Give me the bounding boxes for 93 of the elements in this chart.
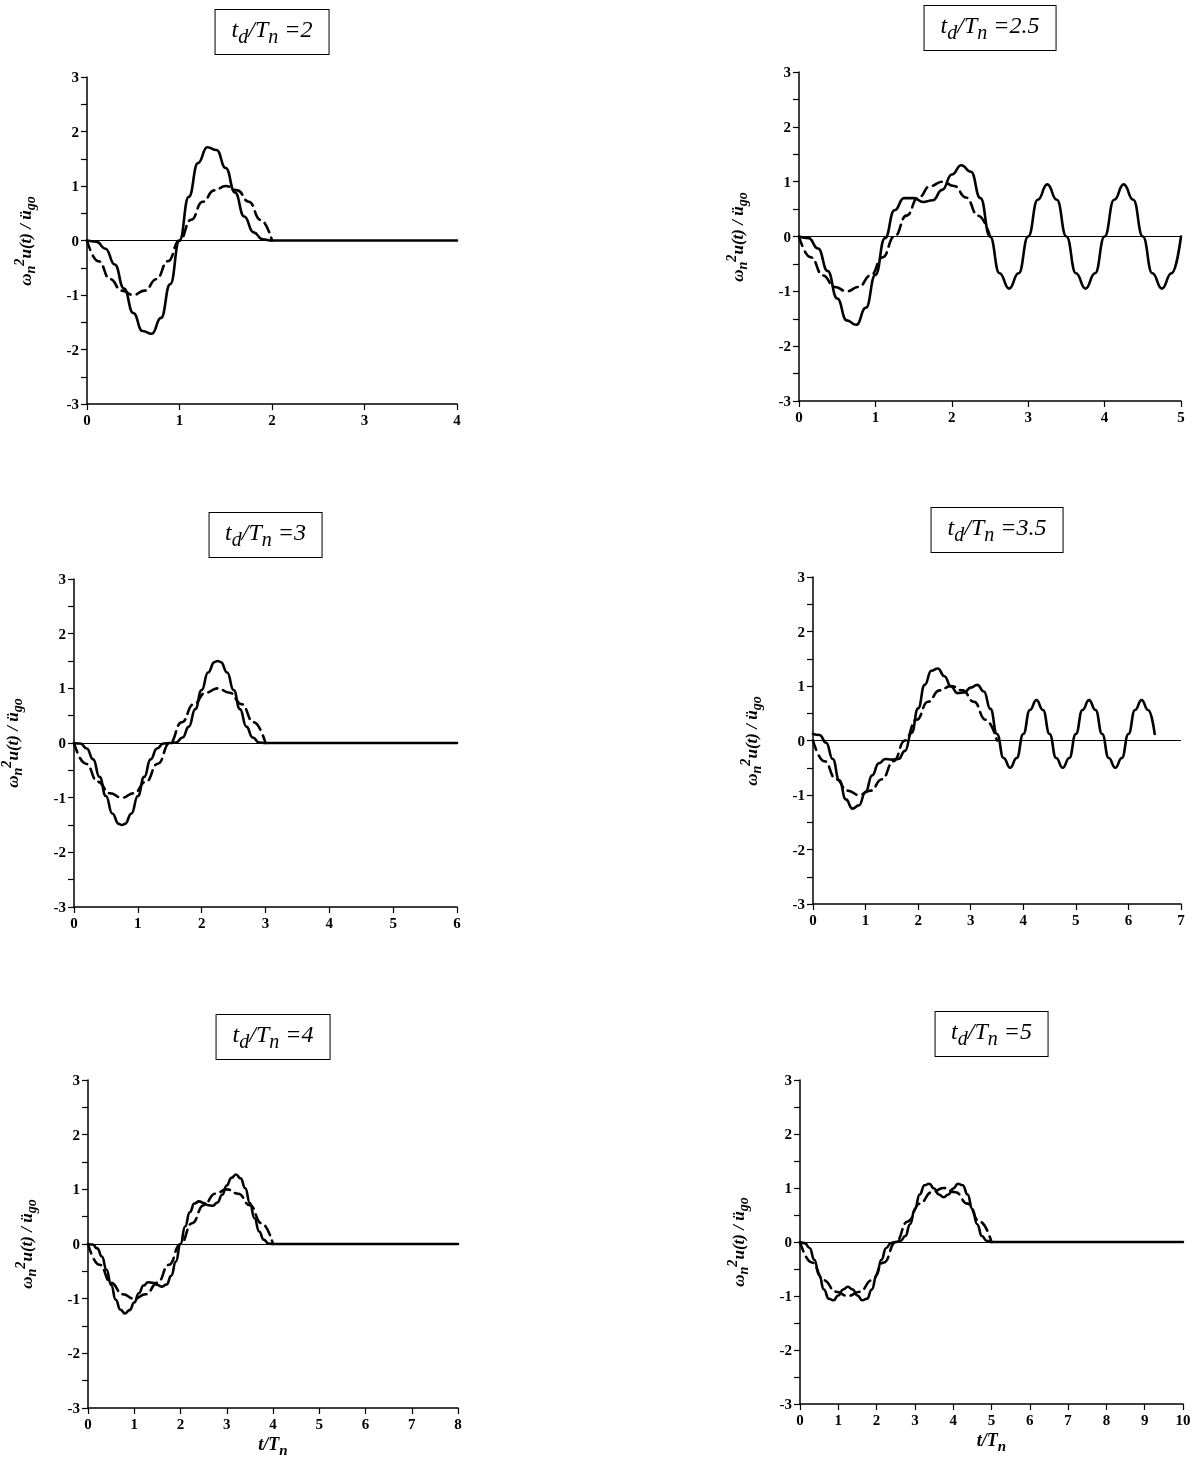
y-tick-label: -3 <box>66 396 79 412</box>
x-tick-label: 4 <box>453 411 462 428</box>
y-tick-label: 2 <box>72 1126 80 1143</box>
chart-title: t$_{d}$/T$_{n}$ =2 <box>214 9 330 55</box>
y-tick-label: 1 <box>783 173 791 190</box>
x-tick-label: 2 <box>948 408 956 425</box>
x-axis-title: t/T$_{n}$ <box>258 1434 288 1459</box>
chart-title: t$_{d}$/T$_{n}$ =3.5 <box>930 507 1064 553</box>
x-tick-label: 7 <box>1064 1411 1073 1428</box>
x-tick-label: 6 <box>1124 911 1133 928</box>
x-tick-label: 2 <box>176 1415 185 1432</box>
x-tick-label: 2 <box>197 914 206 931</box>
y-tick-label: -3 <box>53 899 66 915</box>
y-tick-label: -1 <box>53 789 66 806</box>
x-tick-label: 5 <box>1072 911 1080 928</box>
x-tick-label: 3 <box>223 1415 231 1432</box>
y-tick-label: 1 <box>784 1180 792 1196</box>
x-tick-label: 2 <box>872 1411 881 1428</box>
x-tick-label: 8 <box>454 1415 462 1432</box>
x-tick-label: 7 <box>408 1415 416 1432</box>
y-tick-label: 3 <box>72 1072 80 1088</box>
y-tick-label: -3 <box>778 393 791 409</box>
y-tick-label: -2 <box>67 1345 80 1362</box>
x-tick-label: 4 <box>269 1415 278 1432</box>
x-tick-label: 4 <box>1019 911 1028 928</box>
x-tick-label: 5 <box>987 1411 996 1428</box>
x-tick-label: 3 <box>911 1411 919 1428</box>
y-tick-label: -2 <box>778 338 791 355</box>
y-tick-label: 3 <box>71 69 79 85</box>
x-tick-label: 3 <box>360 411 369 428</box>
x-tick-label: 1 <box>834 1411 843 1428</box>
y-tick-label: 3 <box>58 571 66 587</box>
x-axis-title: t/T$_{n}$ <box>976 1430 1007 1455</box>
x-tick-label: 4 <box>1100 408 1109 425</box>
chart-title: t$_{d}$/T$_{n}$ =3 <box>208 512 323 558</box>
y-tick-label: 0 <box>71 232 79 249</box>
y-tick-label: 3 <box>783 64 791 80</box>
x-tick-label: 1 <box>134 914 142 931</box>
y-tick-label: -2 <box>792 841 805 858</box>
y-tick-label: 2 <box>58 625 66 642</box>
y-tick-label: 2 <box>71 123 79 140</box>
y-tick-label: 3 <box>784 1072 792 1088</box>
x-tick-label: 7 <box>1177 911 1186 928</box>
x-tick-label: 5 <box>389 914 397 931</box>
x-tick-label: 1 <box>871 408 880 425</box>
y-tick-label: -1 <box>66 287 79 303</box>
y-tick-label: 1 <box>797 678 805 694</box>
y-tick-label: -2 <box>53 844 66 861</box>
x-tick-label: 0 <box>83 411 91 428</box>
x-tick-label: 0 <box>84 1415 92 1432</box>
y-tick-label: -1 <box>779 1288 792 1304</box>
x-tick-label: 5 <box>315 1415 323 1432</box>
x-tick-label: 8 <box>1102 1411 1111 1428</box>
chart-title: t$_{d}$/T$_{n}$ =4 <box>215 1014 331 1060</box>
y-tick-label: 2 <box>797 623 805 640</box>
x-tick-label: 6 <box>453 914 462 931</box>
x-tick-label: 3 <box>1024 408 1032 425</box>
y-tick-label: 0 <box>783 228 791 245</box>
y-tick-label: 0 <box>784 1234 792 1250</box>
y-tick-label: 3 <box>797 569 805 585</box>
x-tick-label: 1 <box>130 1415 138 1432</box>
y-tick-label: -3 <box>792 896 805 912</box>
y-tick-label: 1 <box>71 178 79 194</box>
x-tick-label: 3 <box>261 914 270 931</box>
y-tick-label: -3 <box>779 1396 792 1412</box>
x-tick-label: 10 <box>1175 1411 1191 1428</box>
x-tick-label: 6 <box>1026 1411 1035 1428</box>
y-tick-label: -1 <box>67 1290 80 1307</box>
y-tick-label: -1 <box>778 283 791 300</box>
y-tick-label: 2 <box>783 118 791 135</box>
x-tick-label: 5 <box>1177 408 1185 425</box>
x-tick-label: 6 <box>361 1415 370 1432</box>
x-tick-label: 2 <box>914 911 922 928</box>
chart-title: t$_{d}$/T$_{n}$ =2.5 <box>923 5 1057 51</box>
y-tick-label: -1 <box>792 787 805 803</box>
x-tick-label: 0 <box>809 911 817 928</box>
x-tick-label: 2 <box>268 411 276 428</box>
x-tick-label: 1 <box>861 911 870 928</box>
x-tick-label: 3 <box>966 911 975 928</box>
y-tick-label: 2 <box>784 1126 792 1142</box>
y-tick-label: 1 <box>72 1181 80 1198</box>
chart-title: t$_{d}$/T$_{n}$ =5 <box>934 1011 1049 1057</box>
y-tick-label: 0 <box>58 735 66 751</box>
x-tick-label: 4 <box>949 1411 958 1428</box>
y-tick-label: 0 <box>72 1236 80 1252</box>
y-tick-label: 1 <box>58 680 66 697</box>
x-tick-label: 4 <box>325 914 334 931</box>
y-tick-label: -2 <box>779 1342 792 1358</box>
x-tick-label: 1 <box>175 411 184 428</box>
x-tick-label: 9 <box>1140 1411 1149 1428</box>
y-tick-label: -2 <box>66 341 79 358</box>
y-tick-label: -3 <box>67 1400 80 1416</box>
y-tick-label: 0 <box>797 732 805 749</box>
